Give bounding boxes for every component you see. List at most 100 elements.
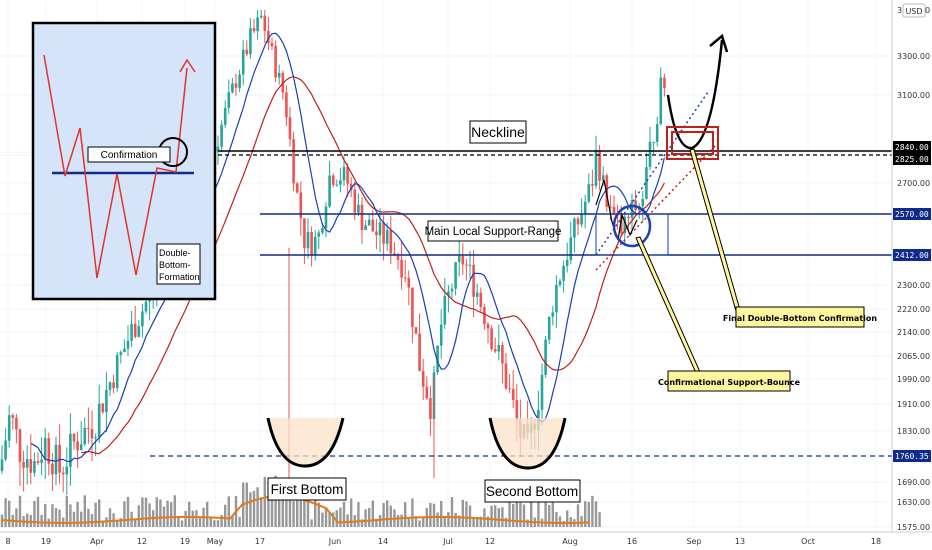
volume-bar-47: [170, 502, 173, 527]
candle-body-164: [591, 184, 594, 186]
price-tag-4: 1760.35: [895, 452, 929, 461]
volume-bar-83: [299, 498, 302, 527]
inset-pattern-label-box: [156, 243, 201, 285]
volume-bar-49: [177, 516, 180, 527]
candle-body-160: [576, 218, 580, 225]
support-bounce-circle: [612, 204, 652, 248]
volume-bar-35: [126, 496, 130, 527]
currency-badge: [902, 3, 926, 18]
second-bottom-label-box: [484, 479, 581, 503]
candle-body-169: [609, 206, 612, 208]
volume-bar-16: [58, 509, 61, 527]
time-tick-0: 8: [5, 537, 10, 546]
candle-body-61: [220, 124, 223, 147]
candle-body-94: [339, 180, 342, 185]
volume-bar-40: [144, 497, 148, 527]
volume-bar-22: [80, 511, 83, 527]
candle-body-40: [144, 301, 148, 312]
volume-bar-72: [260, 497, 263, 527]
volume-bar-97: [350, 498, 353, 527]
candle-body-106: [382, 222, 385, 244]
candle-body-98: [353, 189, 357, 213]
candle-body-105: [378, 222, 382, 236]
volume-bar-131: [472, 518, 475, 527]
candle-body-69: [249, 28, 252, 55]
candle-body-173: [623, 216, 627, 234]
candle-body-118: [425, 386, 429, 398]
candle-body-108: [389, 230, 393, 254]
volume-bar-135: [486, 516, 490, 527]
candle-body-172: [619, 215, 623, 234]
volume-bar-151: [544, 499, 547, 527]
candle-body-99: [357, 204, 360, 213]
candle-body-133: [479, 292, 483, 308]
candle-body-86: [310, 232, 313, 255]
volume-bar-153: [551, 497, 554, 527]
volume-bar-1: [4, 498, 7, 527]
volume-bar-154: [555, 511, 558, 527]
volume-bar-120: [432, 503, 436, 527]
second-bottom-label: Second Bottom: [486, 484, 578, 499]
volume-bar-81: [292, 500, 295, 527]
candle-body-154: [555, 284, 558, 313]
candle-body-178: [641, 198, 645, 207]
candle-body-157: [565, 259, 569, 266]
candle-body-136: [490, 328, 493, 350]
candle-body-138: [497, 344, 501, 352]
inset-arrowhead: [179, 58, 196, 73]
candle-body-165: [594, 150, 598, 186]
candle-body-72: [259, 15, 263, 18]
volume-bar-160: [576, 504, 580, 527]
volume-bar-71: [256, 487, 259, 527]
time-tick-12: 16: [627, 537, 637, 546]
inset-confirmation-label: Confirmation: [101, 150, 158, 161]
candle-body-65: [234, 83, 238, 88]
candle-body-18: [65, 466, 69, 475]
candle-body-110: [396, 254, 400, 260]
volume-bar-141: [508, 500, 511, 527]
volume-bar-77: [278, 499, 281, 527]
volume-bar-166: [598, 512, 601, 527]
volume-bar-102: [368, 508, 371, 527]
volume-bar-55: [198, 516, 202, 527]
time-tick-16: 18: [871, 537, 881, 546]
volume-bar-15: [54, 508, 58, 527]
candle-body-181: [652, 141, 655, 143]
candle-body-77: [277, 72, 281, 78]
volume-bar-114: [411, 498, 414, 527]
candle-body-90: [324, 206, 328, 229]
projected-path-up: [666, 39, 724, 150]
neckline-label-box: [469, 120, 527, 144]
volume-bar-51: [184, 510, 187, 527]
volume-bar-27: [98, 499, 101, 527]
volume-bar-23: [83, 495, 86, 527]
volume-bar-164: [591, 495, 594, 527]
volume-bar-142: [512, 503, 515, 527]
volume-bar-33: [119, 518, 122, 527]
candle-body-170: [612, 206, 616, 214]
volume-bar-43: [155, 497, 158, 527]
volume-bar-137: [494, 505, 497, 527]
first-bottom-shade: [268, 418, 343, 468]
candle-body-1: [4, 440, 7, 460]
price-tick-8: 2220.00: [897, 305, 930, 314]
time-tick-2: Apr: [90, 537, 105, 546]
price-tag-bg-4: [893, 450, 931, 462]
candle-body-64: [231, 83, 234, 93]
volume-bar-133: [479, 516, 482, 527]
volume-bar-125: [450, 497, 454, 527]
inset-double-bottom-path: [43, 54, 188, 279]
candle-body-35: [126, 340, 130, 349]
volume-bar-11: [40, 514, 43, 527]
candle-body-63: [227, 92, 231, 108]
volume-bar-76: [274, 475, 277, 527]
volume-bar-136: [490, 505, 493, 527]
volume-bar-75: [270, 494, 274, 527]
candle-body-182: [655, 124, 659, 142]
candle-body-179: [645, 167, 648, 199]
support-range-label: Main Local Support-Range: [425, 226, 562, 238]
time-tick-13: Sep: [686, 537, 701, 546]
time-tick-11: Aug: [562, 537, 578, 546]
volume-bar-127: [458, 515, 461, 527]
volume-bar-63: [227, 496, 230, 527]
